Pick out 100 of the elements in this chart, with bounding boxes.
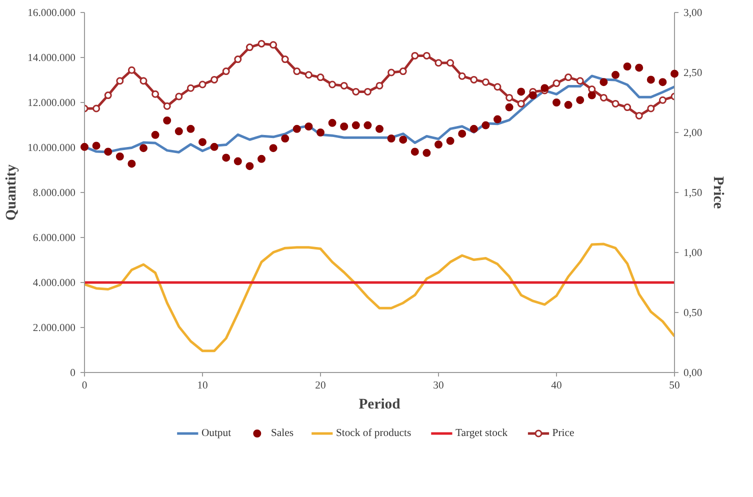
point	[505, 103, 514, 112]
point	[210, 142, 218, 151]
point	[364, 88, 372, 96]
y-tick-label: 16.000.000	[28, 8, 76, 19]
point	[470, 124, 478, 133]
point	[246, 44, 254, 52]
point	[269, 144, 278, 152]
point	[458, 72, 466, 80]
y2-tick-label: 2,00	[684, 128, 702, 139]
x-tick-label: 40	[551, 380, 562, 392]
point	[352, 88, 360, 96]
legend-label: Price	[552, 428, 574, 439]
point	[576, 96, 584, 104]
point	[328, 118, 336, 127]
point	[92, 142, 100, 150]
point	[635, 112, 643, 120]
line-series	[84, 242, 674, 352]
point	[116, 77, 124, 85]
point	[635, 64, 644, 72]
point	[152, 90, 160, 98]
y2-tick-label: 1,50	[684, 188, 702, 199]
point	[281, 134, 290, 142]
point	[647, 104, 655, 112]
point	[258, 40, 266, 48]
point	[387, 134, 396, 142]
point	[175, 92, 183, 100]
y2-tick-label: 0,50	[684, 308, 702, 319]
y-tick-label: 6.000.000	[32, 233, 76, 244]
point	[140, 144, 148, 152]
y2-tick-label: 1,00	[684, 248, 702, 259]
point	[434, 59, 442, 67]
point	[163, 116, 172, 124]
point	[140, 77, 148, 85]
legend-label: Stock of products	[336, 428, 412, 439]
point	[646, 76, 655, 84]
y2-tick-label: 0,00	[684, 368, 702, 379]
point	[528, 91, 537, 100]
point	[104, 92, 112, 100]
point	[588, 91, 596, 100]
point	[293, 68, 301, 76]
point	[246, 162, 254, 170]
point	[517, 100, 525, 108]
x-tick-label: 30	[433, 380, 444, 392]
point	[128, 160, 136, 168]
point	[198, 138, 206, 146]
y-tick-label: 12.000.000	[28, 98, 76, 109]
point	[658, 78, 667, 86]
point	[422, 148, 431, 157]
point	[270, 41, 278, 49]
point	[92, 104, 100, 112]
point	[304, 71, 312, 79]
point	[316, 128, 324, 136]
point	[328, 80, 336, 88]
point	[186, 124, 195, 133]
point	[494, 115, 502, 124]
point	[612, 70, 620, 79]
point	[446, 59, 454, 67]
point	[281, 56, 289, 64]
point	[222, 154, 230, 162]
point	[128, 66, 136, 74]
point	[670, 70, 678, 78]
point	[564, 100, 572, 109]
point	[399, 68, 407, 76]
y2-tick-label: 2,50	[684, 68, 702, 79]
point	[376, 124, 384, 133]
y-tick-label: 4.000.000	[32, 278, 76, 289]
legend-label: Output	[201, 428, 232, 439]
point	[482, 78, 490, 86]
point	[552, 98, 560, 106]
point	[552, 80, 560, 88]
point	[564, 74, 572, 82]
point	[540, 84, 549, 92]
point	[411, 52, 419, 60]
y-tick-label: 8.000.000	[32, 188, 76, 199]
y-tick-label: 14.000.000	[28, 53, 76, 64]
point	[258, 154, 266, 163]
point	[234, 157, 242, 166]
point	[446, 136, 454, 145]
x-tick-label: 10	[197, 380, 208, 392]
point	[364, 121, 372, 130]
point	[163, 102, 171, 110]
point	[316, 74, 324, 82]
point	[80, 142, 88, 151]
y-axis-title: Quantity	[4, 164, 20, 221]
point	[340, 122, 348, 130]
y2-axis-title: Price	[710, 176, 726, 210]
point	[340, 82, 348, 90]
point	[422, 52, 430, 60]
point	[304, 122, 313, 130]
point	[612, 100, 620, 108]
point	[517, 88, 526, 96]
point	[588, 86, 596, 94]
point	[658, 96, 666, 104]
point	[222, 68, 230, 76]
point	[174, 127, 183, 136]
legend-label: Sales	[270, 428, 294, 439]
point	[210, 76, 218, 84]
point	[186, 84, 194, 92]
point	[600, 94, 608, 102]
point	[388, 68, 396, 76]
